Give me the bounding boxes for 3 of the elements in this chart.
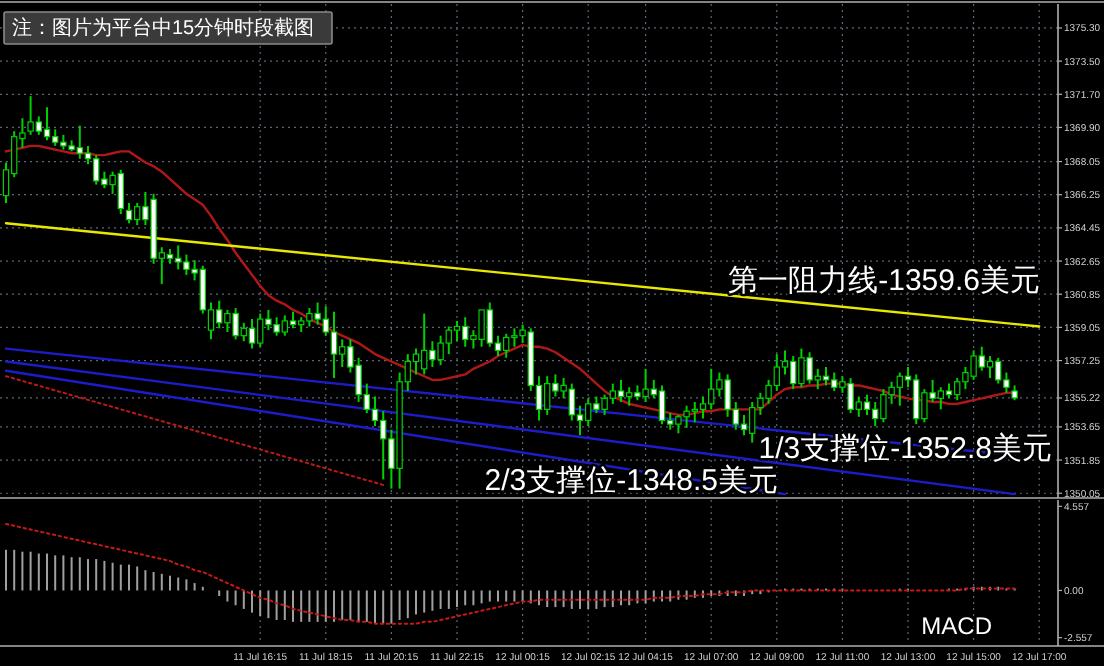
annotation: 注：图片为平台中15分钟时段截图 — [12, 16, 315, 40]
annotation: 第一阻力线-1359.6美元 — [728, 264, 1040, 298]
annotation: MACD — [921, 612, 993, 640]
